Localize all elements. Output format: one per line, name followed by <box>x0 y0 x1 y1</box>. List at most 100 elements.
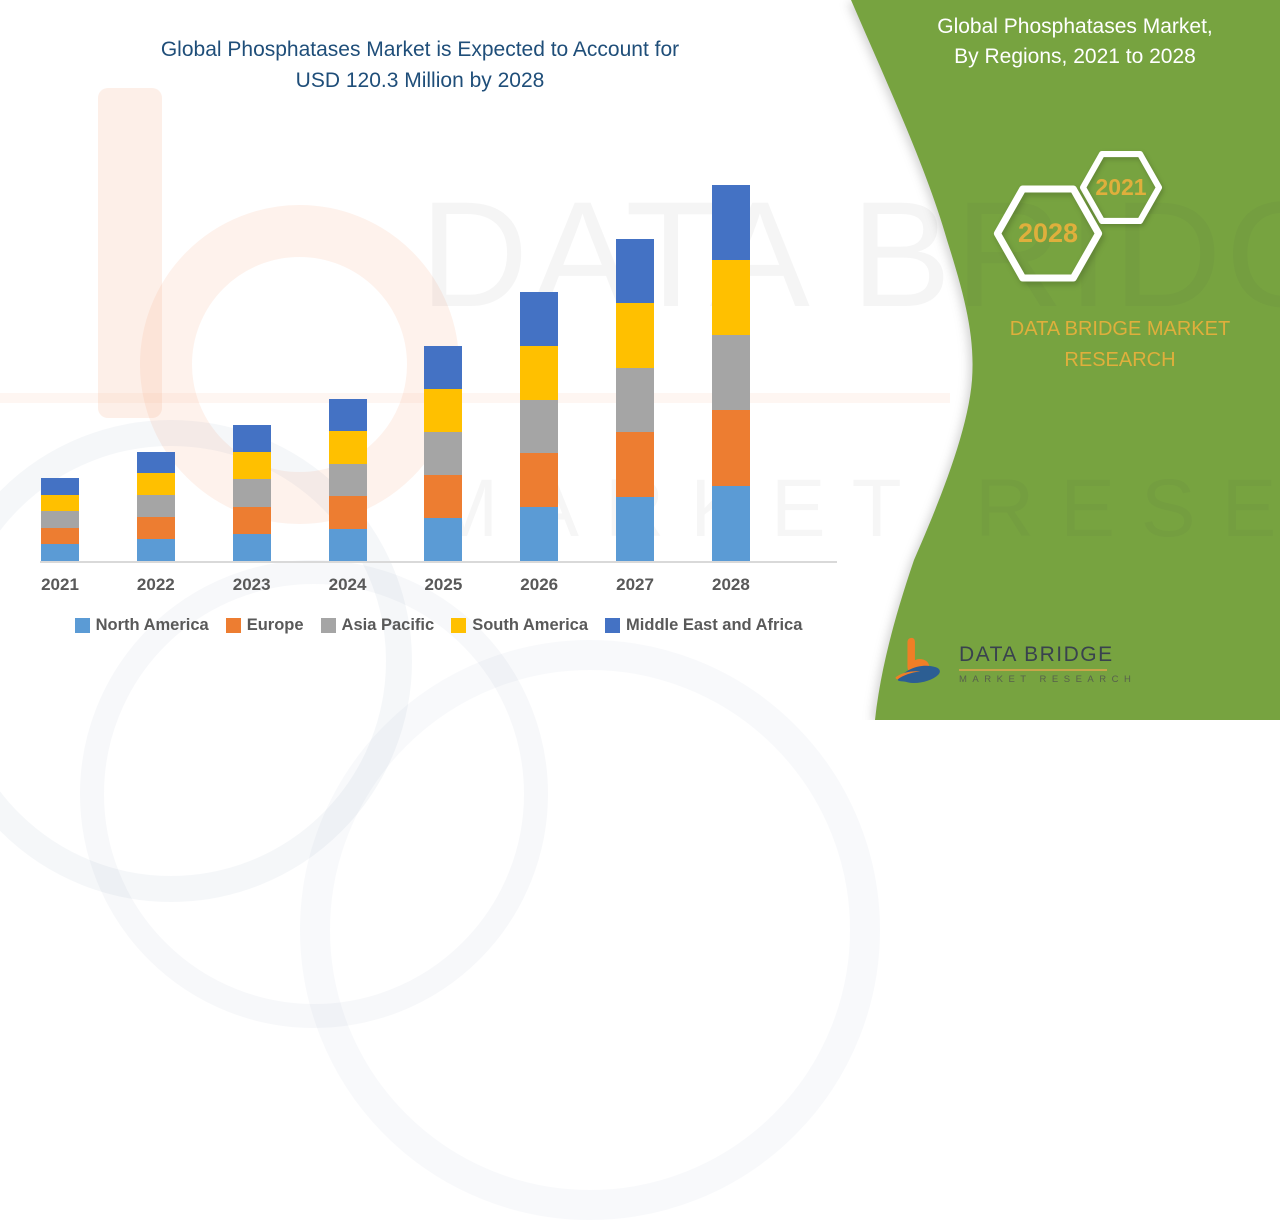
bar-segment-europe <box>328 496 367 529</box>
brand-name-line-2: RESEARCH <box>1064 349 1176 371</box>
x-axis-label-2026: 2026 <box>520 575 559 594</box>
bar-segment-middle-east-and-africa <box>616 239 655 304</box>
company-logo: DATA BRIDGE MARKET RESEARCH <box>893 633 1136 695</box>
legend-item-north-america: North America <box>74 616 209 635</box>
bar-segment-north-america <box>616 496 655 561</box>
bar-segment-north-america <box>711 485 750 561</box>
bar-segment-europe <box>424 474 463 518</box>
bar-segment-south-america <box>41 494 79 512</box>
hexagon-outline-icon <box>993 185 1103 282</box>
bar-segment-asia-pacific <box>232 479 271 507</box>
x-axis-label-2028: 2028 <box>711 575 750 594</box>
bar-segment-north-america <box>232 533 271 561</box>
bar-segment-europe <box>616 432 655 497</box>
bar-segment-asia-pacific <box>520 399 559 454</box>
bar-segment-middle-east-and-africa <box>232 425 271 453</box>
legend-item-middle-east-and-africa: Middle East and Africa <box>605 616 802 635</box>
x-axis-labels: 2021 2022 2023 2024 2025 2026 2027 2028 <box>41 575 750 595</box>
legend-label: Europe <box>246 616 304 634</box>
bar-2026 <box>520 292 559 561</box>
hexagon-year-2021: 2021 <box>1095 174 1147 200</box>
company-logo-text: DATA BRIDGE MARKET RESEARCH <box>959 643 1136 685</box>
chart-title: Global Phosphatases Market is Expected t… <box>40 34 800 96</box>
bar-2028 <box>711 185 750 561</box>
x-axis-label-2022: 2022 <box>136 575 175 594</box>
legend-swatch-icon <box>451 618 467 633</box>
brand-name-gold: DATA BRIDGE MARKET RESEARCH <box>970 314 1270 376</box>
bar-segment-middle-east-and-africa <box>136 451 175 474</box>
bar-segment-middle-east-and-africa <box>424 345 463 389</box>
bar-segment-asia-pacific <box>328 463 367 496</box>
x-axis-label-2027: 2027 <box>616 575 654 594</box>
legend-label: South America <box>472 616 589 634</box>
legend-item-south-america: South America <box>451 616 588 635</box>
company-logo-tagline: MARKET RESEARCH <box>959 674 1137 685</box>
bar-segment-north-america <box>41 544 79 561</box>
bar-segment-europe <box>136 517 175 540</box>
bars-plot-area <box>41 170 750 561</box>
hexagon-outline-icon <box>1079 151 1163 224</box>
bar-segment-asia-pacific <box>711 335 750 411</box>
data-bridge-logo-icon <box>895 637 940 683</box>
bar-segment-europe <box>232 506 271 534</box>
bar-segment-north-america <box>520 507 559 561</box>
bar-segment-asia-pacific <box>136 495 175 518</box>
watermark-stripe <box>0 393 950 403</box>
bar-segment-europe <box>41 527 79 545</box>
bar-segment-south-america <box>328 431 367 464</box>
side-panel-title: Global Phosphatases Market, By Regions, … <box>880 12 1270 72</box>
bar-segment-asia-pacific <box>616 367 655 433</box>
chart-legend: North America Europe Asia Pacific South Ame… <box>40 616 837 635</box>
bar-segment-south-america <box>136 473 175 496</box>
bar-2022 <box>136 451 175 561</box>
side-panel-title-line-1: Global Phosphatases Market, <box>937 15 1213 38</box>
bar-segment-south-america <box>232 452 271 480</box>
legend-swatch-icon <box>225 618 241 633</box>
chart-title-line-2: USD 120.3 Million by 2028 <box>295 69 545 92</box>
bar-segment-south-america <box>711 260 750 336</box>
bar-2024 <box>328 398 367 561</box>
bar-segment-south-america <box>424 388 463 432</box>
hexagon-year-2028: 2028 <box>1017 218 1079 248</box>
company-logo-divider <box>959 669 1107 671</box>
watermark-ring-3 <box>300 640 880 1220</box>
x-axis-label-2024: 2024 <box>328 575 367 594</box>
bar-segment-middle-east-and-africa <box>41 478 79 495</box>
bar-2023 <box>232 425 271 561</box>
bar-segment-north-america <box>328 528 367 561</box>
side-panel-title-line-2: By Regions, 2021 to 2028 <box>954 45 1196 68</box>
hexagon-badge-2021: 2021 <box>1079 151 1163 224</box>
bar-segment-asia-pacific <box>424 431 463 475</box>
legend-swatch-icon <box>605 618 621 633</box>
bar-segment-europe <box>520 453 559 508</box>
bar-segment-north-america <box>424 517 463 561</box>
bar-segment-asia-pacific <box>41 511 79 528</box>
legend-swatch-icon <box>74 618 90 633</box>
bar-segment-south-america <box>616 303 655 368</box>
bar-2021 <box>41 478 79 561</box>
x-axis-label-2025: 2025 <box>424 575 463 594</box>
brand-name-line-1: DATA BRIDGE MARKET <box>1009 318 1231 340</box>
chart-title-line-1: Global Phosphatases Market is Expected t… <box>160 38 680 61</box>
legend-label: Middle East and Africa <box>626 616 803 634</box>
legend-item-asia-pacific: Asia Pacific <box>320 616 435 635</box>
watermark-text-databridge: DATA BRIDGE <box>420 170 1280 338</box>
bar-segment-middle-east-and-africa <box>711 185 750 261</box>
bar-segment-europe <box>711 410 750 486</box>
company-logo-name: DATA BRIDGE <box>959 643 1114 666</box>
x-axis-label-2023: 2023 <box>232 575 271 594</box>
x-axis-line <box>40 561 837 563</box>
bar-segment-middle-east-and-africa <box>520 292 559 346</box>
legend-label: Asia Pacific <box>341 616 435 634</box>
bar-segment-middle-east-and-africa <box>328 398 367 431</box>
bar-2027 <box>616 239 655 561</box>
bar-segment-north-america <box>136 539 175 561</box>
x-axis-label-2021: 2021 <box>41 575 79 594</box>
legend-label: North America <box>95 616 209 634</box>
bar-segment-south-america <box>520 345 559 400</box>
watermark-text-marketresearch: MARKET RESEARCH <box>430 463 1280 554</box>
stacked-bar-chart: 2021 2022 2023 2024 2025 2026 2027 2028 North A… <box>40 170 837 650</box>
bar-2025 <box>424 345 463 561</box>
hexagon-badge-2028: 2028 <box>993 185 1103 282</box>
